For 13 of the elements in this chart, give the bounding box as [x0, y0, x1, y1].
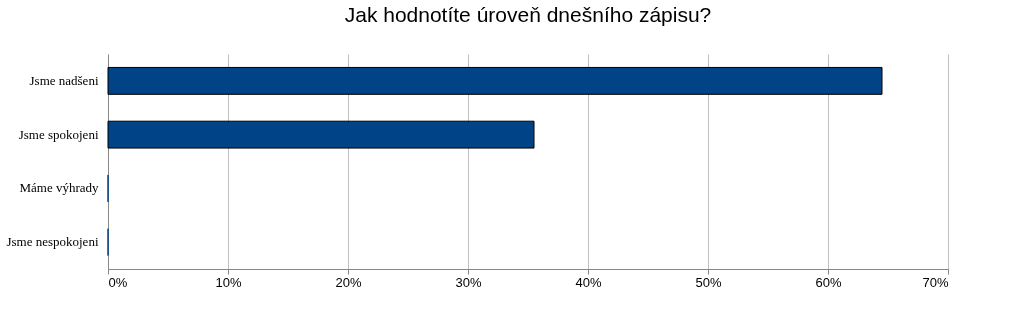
x-tick-label: 40%	[575, 274, 602, 290]
x-tick-label: 20%	[335, 274, 362, 290]
chart-title: Jak hodnotíte úroveň dnešního zápisu?	[344, 3, 712, 26]
x-tick-label: 10%	[215, 274, 242, 290]
y-tick-label: Jsme spokojeni	[18, 126, 99, 142]
x-tick-label: 0%	[108, 274, 128, 290]
y-tick-label: Máme výhrady	[19, 180, 99, 196]
x-tick-label: 70%	[922, 274, 949, 290]
x-tick-label: 50%	[695, 274, 722, 290]
x-tick-label: 30%	[455, 274, 482, 290]
x-tick-label: 60%	[815, 274, 842, 290]
y-tick-label: Jsme nadšeni	[29, 72, 99, 88]
y-tick-label: Jsme nespokojeni	[6, 234, 99, 250]
